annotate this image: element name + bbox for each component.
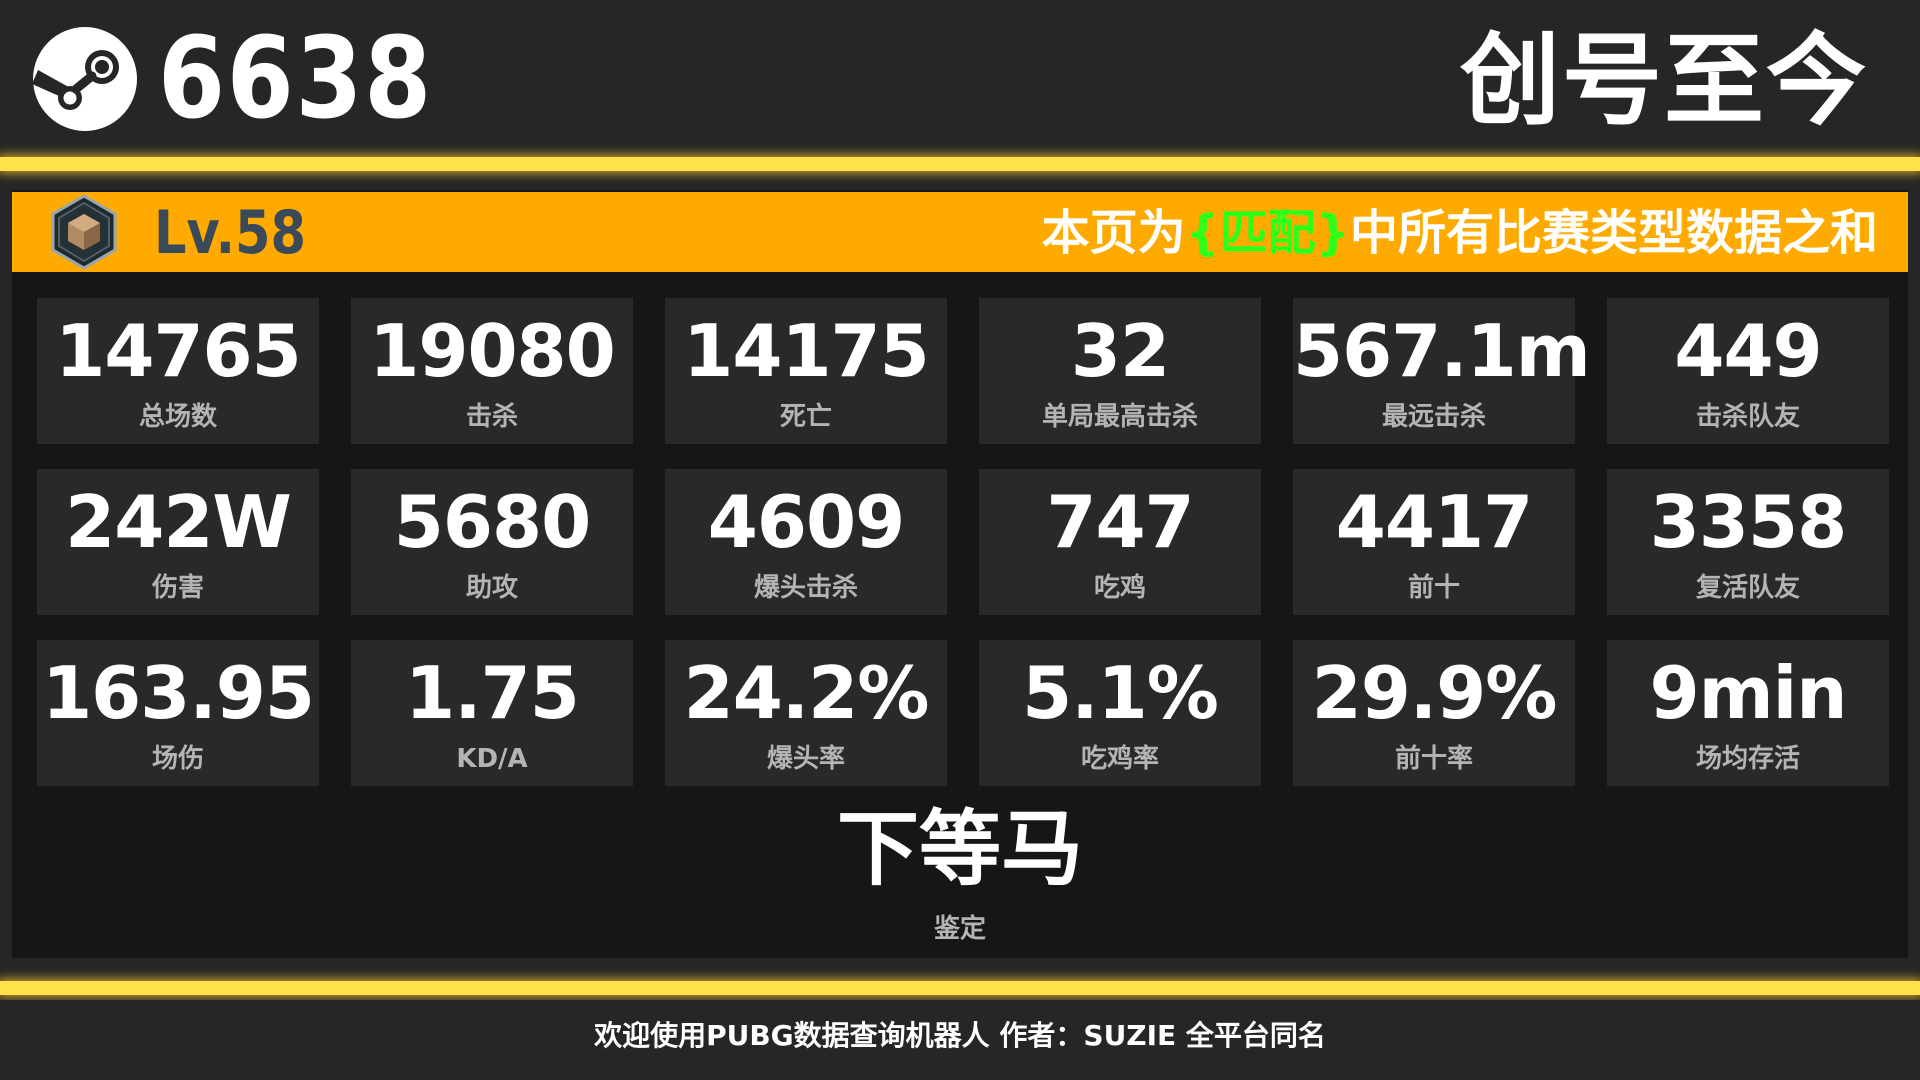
stat-label: 爆头率 [766,744,845,774]
stat-label: 单局最高击杀 [1041,402,1198,432]
stat-label: 击杀 [465,402,518,432]
stat-card-longest-kill: 567.1m 最远击杀 [1293,298,1591,444]
stat-card-kda: 1.75 KD/A [351,640,633,786]
stat-value: 4417 [1335,480,1533,564]
verdict-value: 下等马 [836,802,1083,897]
stat-value: 9min [1649,651,1847,735]
stat-label: 复活队友 [1695,573,1800,603]
stat-card-top-ten-rate: 29.9% 前十率 [1293,640,1575,786]
stat-card-headshot-kills: 4609 爆头击杀 [665,469,947,615]
note-suffix: 中所有比赛类型数据之和 [1349,205,1878,261]
stat-label: 场均存活 [1695,744,1800,774]
stats-grid: 14765 总场数 19080 击杀 14175 死亡 32 单局最高击杀 56… [37,298,1891,786]
verdict-label: 鉴定 [933,914,986,944]
stat-label: 场伤 [151,744,204,774]
stat-label: 吃鸡率 [1080,744,1159,774]
header: 6638 创号至今 [0,0,1920,155]
stat-card-avg-damage: 163.95 场伤 [37,640,319,786]
stat-label: 击杀队友 [1695,402,1800,432]
stat-card-headshot-rate: 24.2% 爆头率 [665,640,947,786]
top-divider [0,157,1920,171]
stats-panel: Lv.58 本页为{匹配}中所有比赛类型数据之和 14765 总场数 19080… [12,190,1908,958]
stat-card-damage: 242W 伤害 [37,469,319,615]
stat-label: KD/A [456,744,528,774]
bottom-divider [0,981,1920,995]
stat-label: 死亡 [779,402,832,432]
stat-card-deaths: 14175 死亡 [665,298,947,444]
stat-card-revives: 3358 复活队友 [1607,469,1889,615]
player-level: Lv.58 [154,198,306,268]
stat-value: 449 [1674,309,1822,393]
stat-value: 14765 [55,309,302,393]
stat-card-wins: 747 吃鸡 [979,469,1261,615]
stat-card-kills: 19080 击杀 [351,298,633,444]
stat-label: 前十 [1407,573,1460,603]
stat-value: 3358 [1649,480,1847,564]
stat-label: 助攻 [465,573,518,603]
stat-value: 1.75 [405,651,580,735]
note-prefix: 本页为 [1041,205,1186,261]
stat-value: 4609 [707,480,905,564]
stat-value: 32 [1070,309,1170,393]
stat-value: 29.9% [1311,651,1558,735]
stat-value: 5.1% [1022,651,1219,735]
stat-value: 19080 [369,309,616,393]
stat-value: 747 [1046,480,1194,564]
footer: 欢迎使用PUBG数据查询机器人 作者：SUZIE 全平台同名 [0,1000,1920,1080]
stat-label: 总场数 [138,402,217,432]
stat-value: 567.1m [1293,309,1591,393]
stat-card-max-kills: 32 单局最高击杀 [979,298,1261,444]
stat-value: 5680 [393,480,591,564]
steam-icon [32,27,137,131]
stat-card-assists: 5680 助攻 [351,469,633,615]
level-banner: Lv.58 本页为{匹配}中所有比赛类型数据之和 [12,192,1908,272]
match-type-highlight: {匹配} [1185,205,1350,261]
stat-label: 吃鸡 [1093,573,1146,603]
period-title: 创号至今 [1460,22,1868,139]
stat-label: 伤害 [151,573,204,603]
stat-card-win-rate: 5.1% 吃鸡率 [979,640,1261,786]
stat-value: 14175 [683,309,930,393]
stat-value: 242W [65,480,292,564]
stat-card-team-kills: 449 击杀队友 [1607,298,1889,444]
stat-label: 最远击杀 [1381,402,1486,432]
footer-credits: 欢迎使用PUBG数据查询机器人 作者：SUZIE 全平台同名 [594,1019,1326,1052]
stat-label: 前十率 [1394,744,1473,774]
stat-label: 爆头击杀 [753,573,858,603]
rank-badge-icon [51,194,117,270]
stat-card-top-ten: 4417 前十 [1293,469,1575,615]
stat-value: 24.2% [683,651,930,735]
player-id: 6638 [158,14,433,144]
data-scope-note: 本页为{匹配}中所有比赛类型数据之和 [1042,204,1878,262]
stat-card-total-matches: 14765 总场数 [37,298,319,444]
stat-value: 163.95 [42,651,315,735]
stat-card-avg-survival: 9min 场均存活 [1607,640,1889,786]
